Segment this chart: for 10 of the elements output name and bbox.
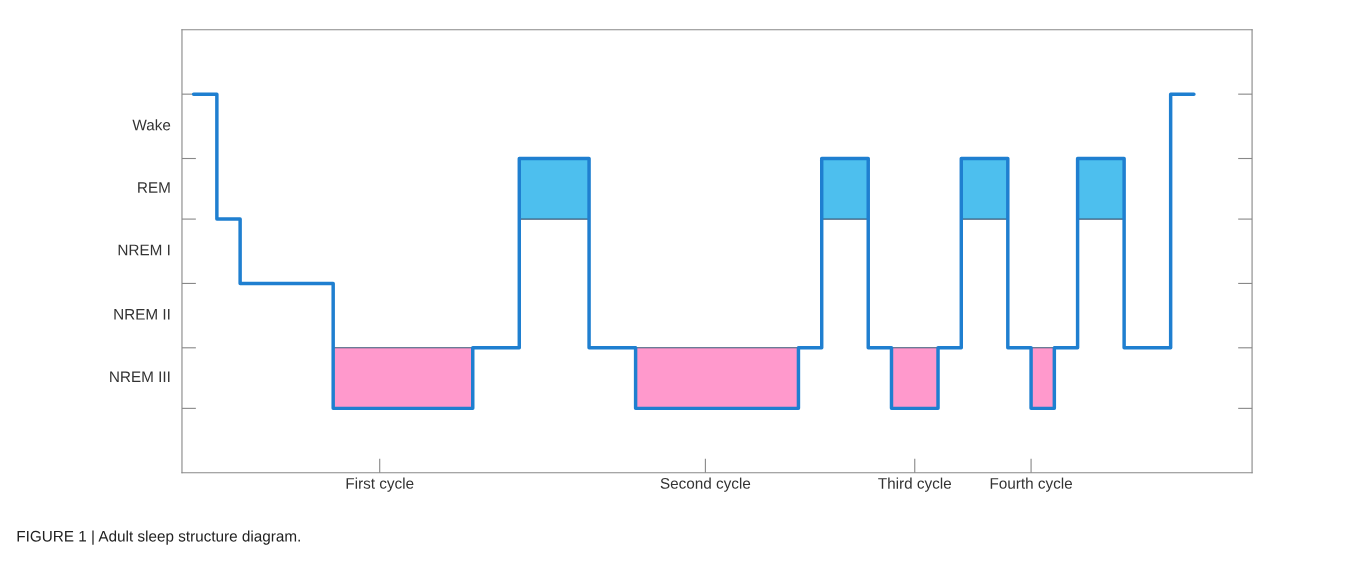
text: NREM III: [110, 371, 170, 383]
text: NREM II: [114, 309, 170, 320]
text: Wake: [132, 119, 171, 131]
x-tick-label: Fourth cycle: [990, 477, 1072, 492]
x-tick-label: First cycle: [346, 477, 414, 492]
text: REM: [138, 182, 170, 193]
x-tick-label: Second cycle: [660, 477, 751, 492]
text: NREM I: [118, 244, 170, 256]
x-tick-label: Third cycle: [878, 477, 952, 492]
caption: FIGURE 1 | Adult sleep structure diagram.: [17, 530, 300, 545]
